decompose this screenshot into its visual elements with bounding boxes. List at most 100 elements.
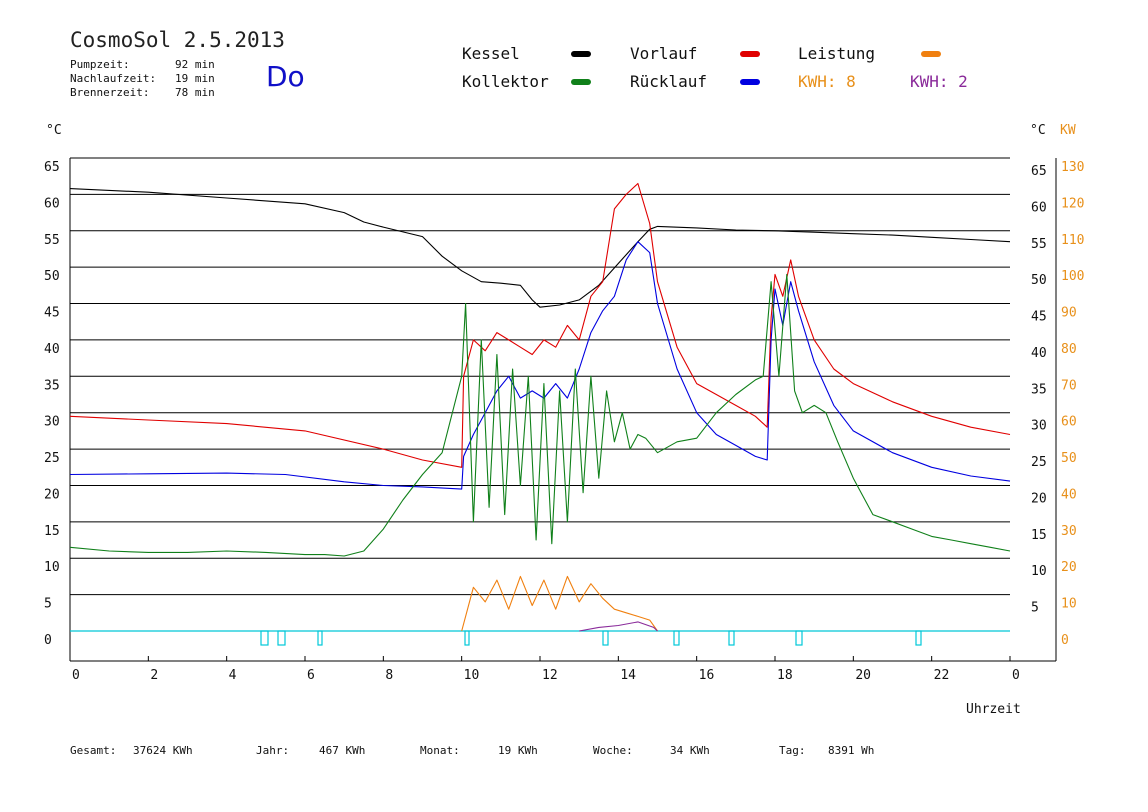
footer-woche-value: 34 KWh — [670, 744, 710, 757]
x-tick-label: 10 — [464, 668, 480, 683]
y-tick-label-right: 35 — [1031, 382, 1047, 397]
footer-jahr-value: 467 KWh — [319, 744, 366, 757]
y-tick-label-left: 35 — [44, 378, 60, 393]
stat-brennerzeit-label: Brennerzeit: — [70, 86, 150, 99]
y-tick-label-left: 50 — [44, 269, 60, 284]
legend-ruecklauf-swatch — [740, 79, 760, 85]
y2-tick-label: 40 — [1061, 487, 1077, 502]
y2-tick-label: 50 — [1061, 451, 1077, 466]
footer-tag-value: 8391 Wh — [828, 744, 875, 757]
flow-marker — [915, 630, 922, 646]
y-tick-label-right: 60 — [1031, 200, 1047, 215]
legend-vorlauf-swatch — [740, 51, 760, 57]
footer-monat-value: 19 KWh — [498, 744, 538, 757]
y-tick-label-left: 65 — [44, 160, 60, 175]
y-tick-label-left: 55 — [44, 233, 60, 248]
legend-kollektor-swatch — [571, 79, 591, 85]
x-tick-label: 2 — [150, 668, 158, 683]
y-tick-label-right: 50 — [1031, 273, 1047, 288]
footer-tag-label: Tag: — [779, 744, 806, 757]
flow-marker — [602, 630, 609, 646]
stat-pumpzeit-label: Pumpzeit: — [70, 58, 130, 71]
flow-marker — [464, 630, 470, 646]
flow-marker — [277, 630, 286, 646]
legend-vorlauf-label: Vorlauf — [630, 44, 698, 63]
y2-tick-label: 130 — [1061, 160, 1084, 175]
flow-marker — [795, 630, 803, 646]
y-tick-label-left: 30 — [44, 415, 60, 430]
y2-tick-label: 30 — [1061, 524, 1077, 539]
y2-tick-label: 120 — [1061, 196, 1084, 211]
series-leistung — [461, 575, 658, 632]
y2-tick-label: 100 — [1061, 269, 1084, 284]
footer-jahr-label: Jahr: — [256, 744, 290, 757]
legend-leistung-label: Leistung — [798, 44, 876, 63]
x-tick-label: 16 — [699, 668, 715, 683]
y-tick-label-right: 10 — [1031, 564, 1047, 579]
legend-leistung-swatch — [921, 51, 941, 57]
weekday-label: Do — [266, 60, 305, 93]
y-tick-label-left: 40 — [44, 342, 60, 357]
y-tick-label-left: 25 — [44, 451, 60, 466]
stat-pumpzeit-value: 92 min — [175, 58, 215, 71]
flow-marker — [728, 630, 735, 646]
series-r-cklauf — [69, 241, 1011, 490]
y2-tick-label: 110 — [1061, 233, 1084, 248]
y-tick-label-left: 45 — [44, 306, 60, 321]
x-tick-label: 18 — [777, 668, 793, 683]
legend-kessel-swatch — [571, 51, 591, 57]
y-tick-label-left: 10 — [44, 560, 60, 575]
x-tick-label: 22 — [934, 668, 950, 683]
x-tick-label: 0 — [72, 668, 80, 683]
footer-gesamt-value: 37624 KWh — [133, 744, 193, 757]
stat-nachlaufzeit-value: 19 min — [175, 72, 215, 85]
y-tick-label-right: 5 — [1031, 601, 1039, 616]
series-kollektor — [69, 273, 1011, 557]
x-tick-label: 0 — [1012, 668, 1020, 683]
legend-kwh-second: KWH: 2 — [910, 72, 968, 91]
y-tick-label-left: 20 — [44, 487, 60, 502]
flow-markers — [260, 630, 922, 646]
stat-nachlaufzeit-label: Nachlaufzeit: — [70, 72, 157, 85]
series-kwh-2 — [579, 621, 658, 632]
series-kessel — [69, 188, 1011, 308]
x-tick-label: 4 — [229, 668, 237, 683]
y-tick-label-left: 15 — [44, 524, 60, 539]
y2-tick-label: 70 — [1061, 378, 1077, 393]
x-tick-label: 14 — [620, 668, 636, 683]
y-axis-unit-right: °C — [1030, 123, 1046, 138]
footer-woche-label: Woche: — [593, 744, 633, 757]
x-tick-label: 20 — [855, 668, 871, 683]
flow-marker — [673, 630, 680, 646]
y-tick-label-left: 5 — [44, 597, 52, 612]
y-tick-label-left: 0 — [44, 633, 52, 648]
y2-tick-label: 10 — [1061, 597, 1077, 612]
chart-title: CosmoSol 2.5.2013 — [70, 28, 285, 52]
y2-tick-label: 20 — [1061, 560, 1077, 575]
y2-axis-unit: KW — [1060, 123, 1076, 138]
legend-ruecklauf-label: Rücklauf — [630, 72, 708, 91]
y-tick-label-right: 45 — [1031, 310, 1047, 325]
footer-gesamt-label: Gesamt: — [70, 744, 117, 757]
legend-kwh-leistung: KWH: 8 — [798, 72, 856, 91]
y2-tick-label: 0 — [1061, 633, 1069, 648]
y2-tick-label: 90 — [1061, 306, 1077, 321]
stat-brennerzeit-value: 78 min — [175, 86, 215, 99]
y-tick-label-right: 65 — [1031, 164, 1047, 179]
series-vorlauf — [69, 182, 1011, 468]
x-tick-label: 8 — [385, 668, 393, 683]
y-tick-label-right: 55 — [1031, 237, 1047, 252]
y-tick-label-right: 40 — [1031, 346, 1047, 361]
x-tick-label: 12 — [542, 668, 558, 683]
legend-kessel-label: Kessel — [462, 44, 520, 63]
flow-marker — [260, 630, 269, 646]
y-tick-label-right: 30 — [1031, 419, 1047, 434]
y-tick-label-left: 60 — [44, 196, 60, 211]
y-axis-unit-left: °C — [46, 123, 62, 138]
y-tick-label-right: 20 — [1031, 491, 1047, 506]
flow-marker — [317, 630, 323, 646]
x-tick-label: 6 — [307, 668, 315, 683]
y-tick-label-right: 15 — [1031, 528, 1047, 543]
x-axis-label: Uhrzeit — [966, 702, 1021, 717]
